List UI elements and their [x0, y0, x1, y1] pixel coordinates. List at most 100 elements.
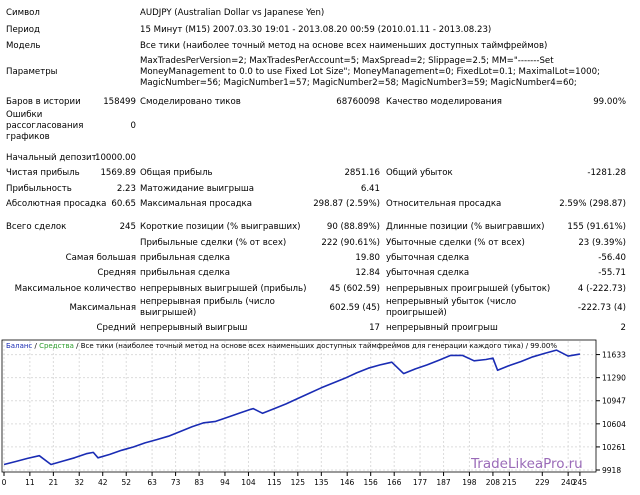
profit-trades-value: 222 (90.61%)	[321, 238, 380, 248]
gross-profit-label: Общая прибыль	[140, 168, 213, 178]
x-tick-label: 73	[171, 478, 181, 487]
model-label: Модель	[6, 41, 41, 51]
max-cons-wins-label: непрерывных выигрышей (прибыль)	[140, 284, 307, 294]
long-positions-label: Длинные позиции (% выигравших)	[386, 222, 545, 232]
loss-trades-value: 23 (9.39%)	[578, 238, 626, 248]
chart-grid	[3, 341, 595, 471]
largest-profit-value: 19.80	[355, 253, 380, 263]
avg-cons-losses-value: 2	[620, 323, 626, 333]
y-tick-label: 9918	[602, 466, 621, 475]
x-tick-label: 125	[291, 478, 306, 487]
symbol-label: Символ	[6, 8, 40, 18]
x-axis-ticks: 0 11 21 32 42 52 63 73 83 94 104 115 125 135 146 156 166…	[2, 472, 588, 487]
y-tick-label: 10947	[602, 397, 626, 406]
x-tick-label: 208	[486, 478, 501, 487]
ticks-value: 68760098	[336, 97, 380, 107]
loss-trades-label: Убыточные сделки (% от всех)	[386, 238, 525, 248]
symbol-value: AUDJPY (Australian Dollar vs Japanese Ye…	[140, 8, 325, 18]
chart-legend: Баланс / Средства / Все тики (наиболее т…	[6, 342, 557, 350]
x-tick-label: 187	[436, 478, 451, 487]
gross-profit-value: 2851.16	[344, 168, 380, 178]
avg-cons-wins-value: 17	[369, 323, 380, 333]
errors-value: 0	[130, 121, 136, 131]
profit-factor-value: 2.23	[116, 184, 136, 194]
x-tick-label: 177	[413, 478, 428, 487]
profit-factor-label: Прибыльность	[6, 184, 72, 194]
quality-value: 99.00%	[593, 97, 626, 107]
avg-cons-label: Средний	[96, 323, 136, 333]
net-profit-value: 1569.89	[100, 168, 136, 178]
average-label: Средняя	[97, 268, 136, 278]
deposit-label: Начальный депозит	[6, 153, 97, 163]
max-drawdown-value: 298.87 (2.59%)	[313, 199, 380, 209]
max-cons-loss-value: -222.73 (4)	[577, 303, 626, 313]
x-tick-label: 135	[314, 478, 329, 487]
total-trades-label: Всего сделок	[6, 222, 67, 232]
deposit-value: 10000.00	[94, 153, 136, 163]
x-tick-label: 32	[74, 478, 84, 487]
x-tick-label: 52	[121, 478, 131, 487]
short-positions-label: Короткие позиции (% выигравших)	[140, 222, 301, 232]
legend-separator: /	[32, 342, 39, 350]
y-tick-label: 10604	[602, 420, 626, 429]
max-count-label: Максимальное количество	[14, 284, 136, 294]
maximal-label: Максимальная	[69, 303, 136, 313]
max-cons-losses-label: непрерывных проигрышей (убыток)	[386, 284, 551, 294]
profit-trades-label: Прибыльные сделки (% от всех)	[140, 238, 287, 248]
balance-chart: Баланс / Средства / Все тики (наиболее т…	[0, 338, 640, 492]
largest-label: Самая большая	[65, 253, 136, 263]
ticks-label: Смоделировано тиков	[140, 97, 241, 107]
avg-cons-wins-label: непрерывный выигрыш	[140, 323, 248, 333]
max-cons-profit-label: непрерывная прибыль (число выигрышей)	[140, 297, 275, 318]
period-value: 15 Минут (M15) 2007.03.30 19:01 - 2013.0…	[140, 25, 492, 35]
x-tick-label: 240	[561, 478, 576, 487]
y-tick-label: 10261	[602, 443, 626, 452]
max-cons-losses-value: 4 (-222.73)	[577, 284, 626, 294]
abs-drawdown-label: Абсолютная просадка	[6, 199, 107, 209]
average-loss-value: -55.71	[598, 268, 626, 278]
x-tick-label: 63	[147, 478, 157, 487]
rel-drawdown-value: 2.59% (298.87)	[559, 199, 626, 209]
legend-balance: Баланс	[6, 342, 32, 350]
largest-loss-label: убыточная сделка	[386, 253, 470, 263]
expected-payoff-label: Матожидание выигрыша	[140, 184, 255, 194]
x-tick-label: 215	[502, 478, 517, 487]
avg-cons-losses-label: непрерывный проигрыш	[386, 323, 498, 333]
bars-value: 158499	[103, 97, 136, 107]
average-profit-label: прибыльная сделка	[140, 268, 230, 278]
rel-drawdown-label: Относительная просадка	[386, 199, 502, 209]
x-tick-label: 42	[98, 478, 108, 487]
model-value: Все тики (наиболее точный метод на основ…	[140, 41, 548, 51]
gross-loss-label: Общий убыток	[386, 168, 453, 178]
balance-series-line	[3, 349, 581, 466]
quality-label: Качество моделирования	[386, 97, 502, 107]
y-tick-label: 11633	[602, 351, 626, 360]
x-tick-label: 198	[462, 478, 477, 487]
watermark-text: TradeLikeaPro.ru	[470, 456, 583, 472]
y-tick-label: 11290	[602, 374, 626, 383]
abs-drawdown-value: 60.65	[111, 199, 136, 209]
expected-payoff-value: 6.41	[360, 184, 380, 194]
period-label: Период	[6, 25, 40, 35]
x-tick-label: 11	[25, 478, 35, 487]
x-tick-label: 83	[194, 478, 204, 487]
total-trades-value: 245	[119, 222, 136, 232]
x-tick-label: 115	[267, 478, 282, 487]
long-positions-value: 155 (91.61%)	[567, 222, 626, 232]
y-axis-ticks: 9918 10261 10604 10947 11290 11633	[596, 351, 626, 475]
errors-label: Ошибки рассогласования графиков	[6, 110, 84, 142]
params-value: MaxTradesPerVersion=2; MaxTradesPerAccou…	[140, 56, 600, 88]
params-label: Параметры	[6, 67, 58, 77]
legend-description: / Все тики (наиболее точный метод на осн…	[74, 342, 557, 350]
plot-frame	[1, 339, 597, 473]
net-profit-label: Чистая прибыль	[6, 168, 80, 178]
average-loss-label: убыточная сделка	[386, 268, 470, 278]
largest-profit-label: прибыльная сделка	[140, 253, 230, 263]
x-tick-label: 166	[387, 478, 402, 487]
max-cons-loss-label: непрерывный убыток (число проигрышей)	[386, 297, 517, 318]
balance-chart-svg: Баланс / Средства / Все тики (наиболее т…	[0, 338, 640, 492]
legend-equity: Средства	[39, 342, 74, 350]
x-tick-label: 94	[220, 478, 230, 487]
max-cons-wins-value: 45 (602.59)	[329, 284, 380, 294]
x-tick-label: 245	[573, 478, 588, 487]
